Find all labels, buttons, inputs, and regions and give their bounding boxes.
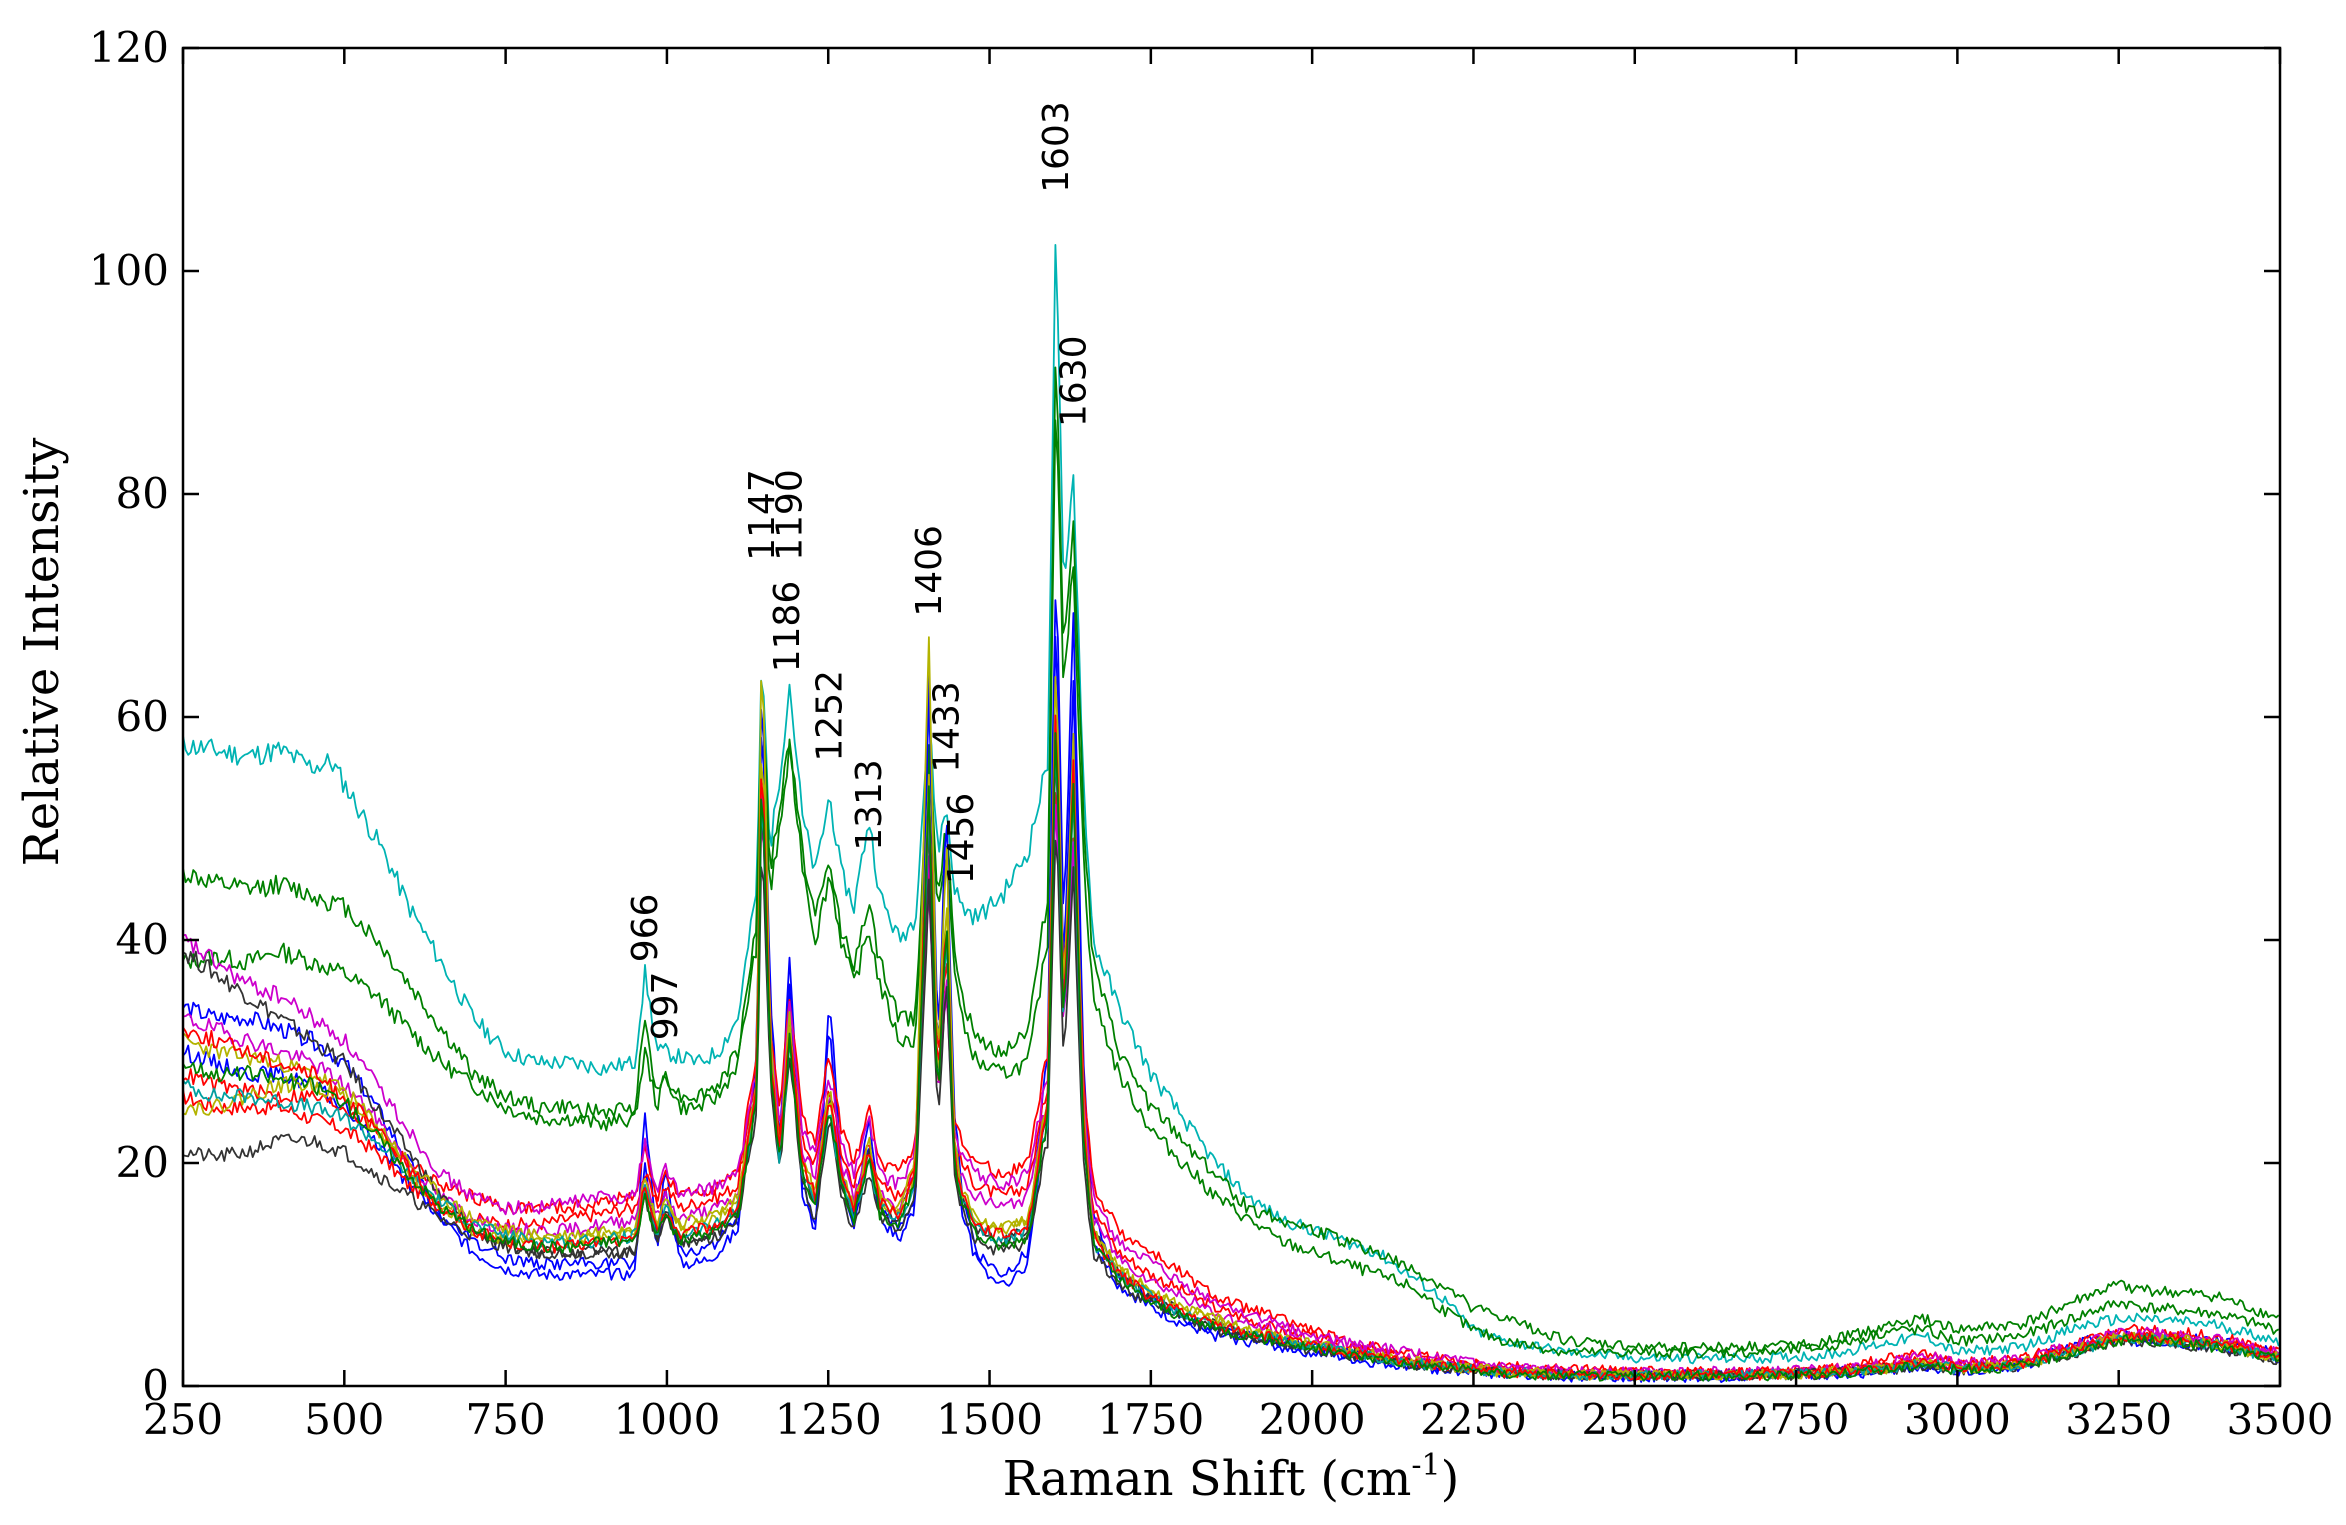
peak-label: 1313 (849, 759, 890, 851)
x-axis-title-superscript: -1 (1411, 1448, 1440, 1483)
x-tick-label: 1500 (936, 1395, 1043, 1444)
series-layer (183, 244, 2280, 1383)
peak-label: 1433 (926, 681, 967, 773)
x-tick-label: 750 (466, 1395, 546, 1444)
series-line (183, 244, 2280, 1365)
peak-label: 1406 (909, 525, 950, 617)
x-tick-label: 2750 (1743, 1395, 1850, 1444)
peak-label: 1186 (767, 581, 808, 673)
tick-layer: 250 500 750 1000 1250 1500 1750 2000 2250 2500 275… (89, 23, 2334, 1444)
x-tick-label: 2500 (1581, 1395, 1688, 1444)
series-line (183, 599, 2279, 1381)
series-line (183, 419, 2280, 1359)
peak-label: 966 (625, 894, 666, 963)
x-tick-label: 1750 (1097, 1395, 1204, 1444)
series-line (183, 742, 2280, 1378)
y-tick-label: 0 (142, 1361, 169, 1410)
peak-label: 1456 (941, 793, 982, 885)
series-line (183, 803, 2280, 1380)
x-tick-label: 1000 (613, 1395, 720, 1444)
peak-label: 1252 (810, 670, 851, 762)
x-tick-label: 500 (304, 1395, 384, 1444)
series-line (183, 839, 2280, 1382)
series-line (183, 792, 2280, 1379)
peak-label: 1603 (1036, 101, 1077, 193)
series-line (183, 749, 2280, 1381)
x-axis-title-main: Raman Shift (cm (1003, 1451, 1412, 1507)
x-tick-label: 250 (143, 1395, 223, 1444)
x-tick-label: 1250 (775, 1395, 882, 1444)
x-tick-label: 3000 (1904, 1395, 2011, 1444)
y-tick-label: 40 (116, 915, 169, 964)
peak-label: 1147 (742, 469, 783, 561)
series-line (183, 635, 2279, 1383)
x-tick-label: 2000 (1259, 1395, 1366, 1444)
peak-label: 997 (645, 972, 686, 1041)
y-tick-label: 60 (116, 692, 169, 741)
x-axis-title: Raman Shift (cm-1) (1003, 1448, 1460, 1507)
series-line (183, 732, 2280, 1382)
peak-label: 1630 (1053, 335, 1094, 427)
peak-label: 1190 (770, 469, 811, 561)
y-tick-label: 80 (116, 469, 169, 518)
series-line (183, 724, 2280, 1381)
series-line (183, 714, 2280, 1381)
series-line (183, 366, 2280, 1354)
y-tick-label: 120 (89, 23, 169, 72)
y-tick-label: 100 (89, 246, 169, 295)
y-axis-title: Relative Intensity (14, 438, 70, 867)
x-tick-label: 2250 (1420, 1395, 1527, 1444)
series-line (183, 752, 2280, 1381)
series-line (183, 754, 2280, 1378)
x-tick-label: 3500 (2227, 1395, 2334, 1444)
x-axis-title-tail: ) (1441, 1451, 1460, 1507)
y-tick-label: 20 (116, 1138, 169, 1187)
x-tick-label: 3250 (2065, 1395, 2172, 1444)
